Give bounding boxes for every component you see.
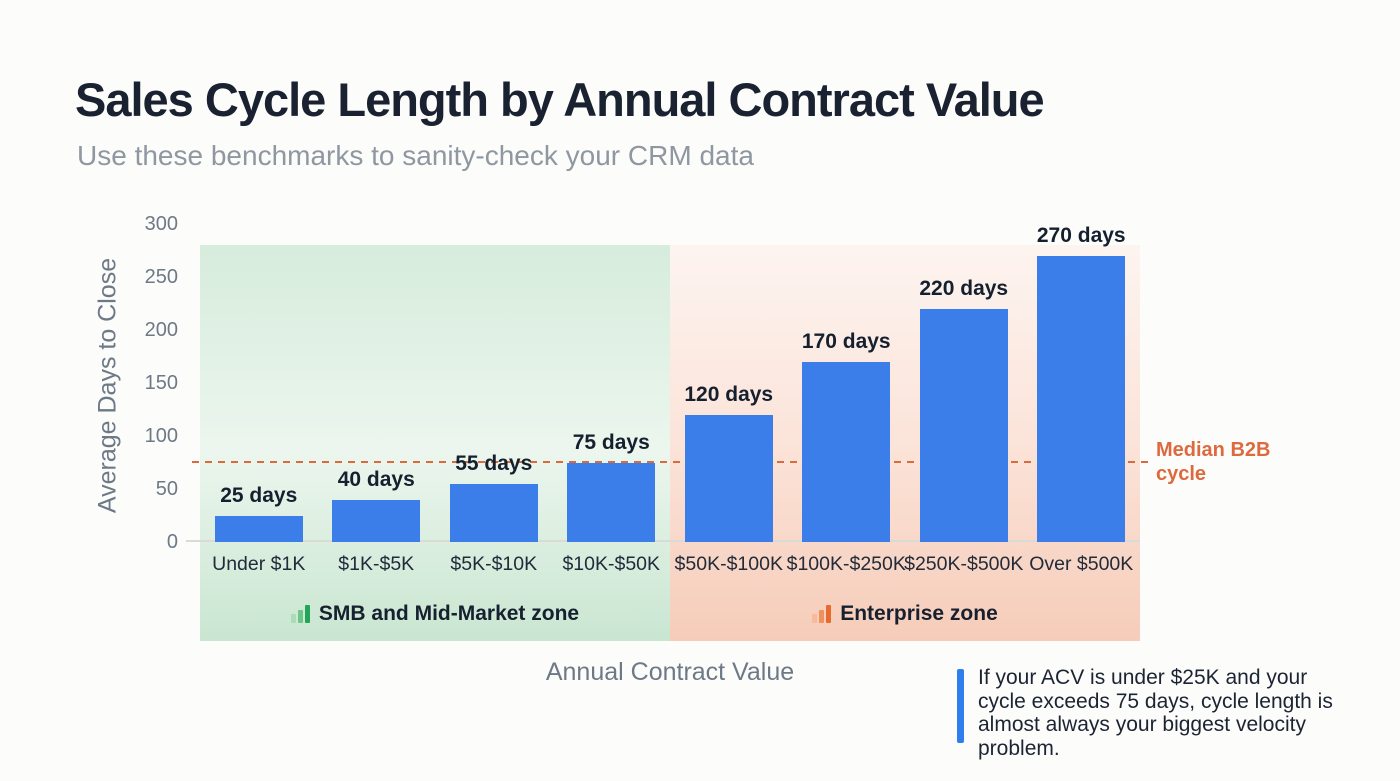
x-tick-label: $100K-$250K (786, 553, 906, 575)
x-axis-line (186, 540, 1140, 542)
ascending-bars-icon-bar (304, 605, 310, 623)
y-tick-label: 250 (144, 266, 178, 288)
bar (684, 414, 773, 542)
ascending-bars-icon (290, 605, 310, 623)
y-tick-label: 200 (144, 319, 178, 341)
x-tick-label: $1K-$5K (338, 553, 415, 575)
bar (1037, 255, 1126, 542)
ascending-bars-icon-bar (819, 609, 825, 623)
zone-label: Enterprise zone (670, 599, 1140, 629)
ascending-bars-icon-bar (290, 614, 296, 623)
zone-label-text: SMB and Mid-Market zone (318, 602, 580, 625)
ascending-bars-icon-bar (812, 614, 818, 623)
zone-label: SMB and Mid-Market zone (200, 599, 670, 629)
x-tick-label: $10K-$50K (562, 553, 661, 575)
bar (449, 483, 538, 542)
median-line-label: Median B2B cycle (1156, 439, 1271, 485)
x-tick-label: Under $1K (212, 553, 306, 575)
zone-smb: SMB and Mid-Market zone (200, 245, 670, 641)
y-tick-label: 300 (144, 213, 178, 235)
y-tick-label: 100 (144, 425, 178, 447)
ascending-bars-icon (812, 605, 832, 623)
median-reference-line (192, 461, 1148, 463)
bar-value-label: 120 days (684, 382, 774, 406)
bar (332, 499, 421, 542)
page-subtitle: Use these benchmarks to sanity-check you… (77, 140, 754, 171)
y-tick-label: 0 (166, 531, 178, 553)
callout-accent-bar (957, 669, 964, 743)
bar-value-label: 25 days (220, 483, 298, 507)
bar-value-label: 40 days (337, 467, 415, 491)
bar (802, 361, 891, 542)
x-axis-title: Annual Contract Value (545, 658, 795, 686)
ascending-bars-icon-bar (297, 609, 303, 623)
bar-value-label: 55 days (455, 451, 533, 475)
bar-value-label: 270 days (1036, 223, 1126, 247)
x-tick-label: $5K-$10K (450, 553, 538, 575)
callout: If your ACV is under $25K and your cycle… (957, 666, 1342, 760)
bar (567, 462, 656, 542)
bar (919, 308, 1008, 542)
zone-label-text: Enterprise zone (840, 602, 998, 625)
x-tick-label: $250K-$500K (904, 553, 1024, 575)
callout-text: If your ACV is under $25K and your cycle… (978, 666, 1333, 760)
bar (214, 515, 303, 542)
page-title: Sales Cycle Length by Annual Contract Va… (75, 73, 1045, 126)
y-tick-label: 150 (144, 372, 178, 394)
bar-value-label: 170 days (801, 329, 891, 353)
y-tick-label: 50 (155, 478, 178, 500)
bar-value-label: 220 days (919, 276, 1009, 300)
x-tick-label: Over $500K (1029, 553, 1134, 575)
x-tick-label: $50K-$100K (674, 553, 783, 575)
ascending-bars-icon-bar (826, 605, 832, 623)
bar-value-label: 75 days (572, 430, 650, 454)
